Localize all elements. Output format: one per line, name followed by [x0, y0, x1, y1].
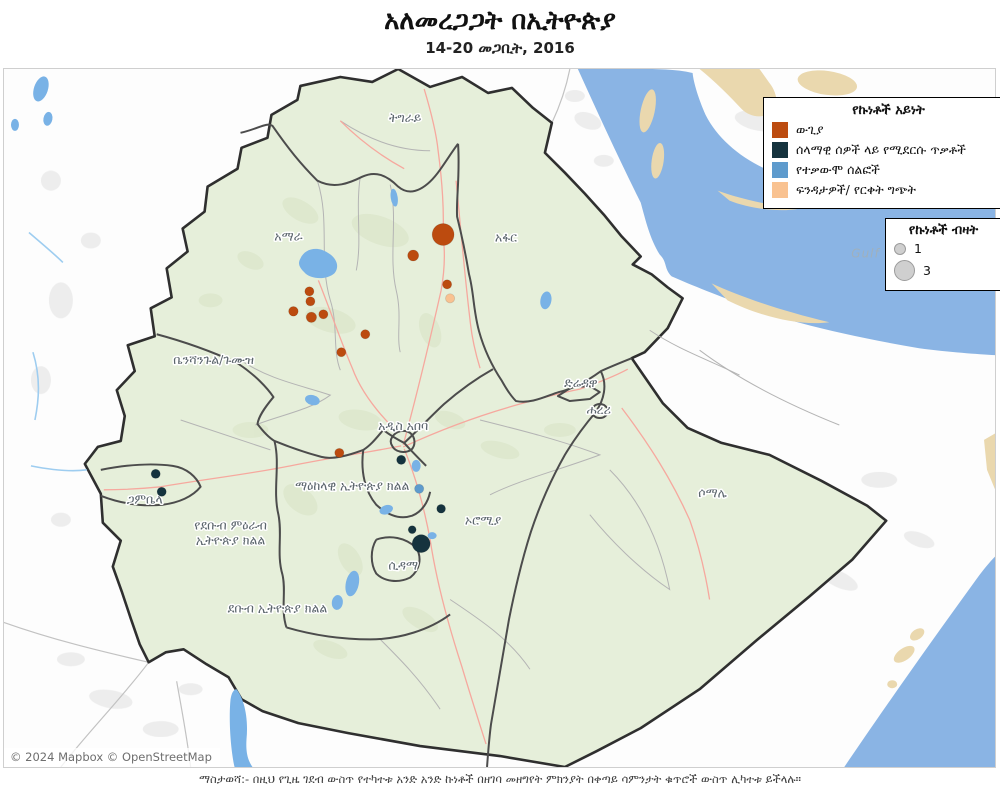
legend-types-title: የኩነቶች አይነት [852, 103, 925, 118]
event-marker-battle[interactable] [334, 447, 345, 458]
region-label: ሲዳማ [388, 558, 418, 573]
legend-type-swatch [772, 122, 788, 138]
legend-type-swatch [772, 142, 788, 158]
event-marker-battle[interactable] [288, 306, 299, 317]
event-marker-civilians[interactable] [407, 525, 417, 535]
event-marker-civilians[interactable] [411, 534, 431, 554]
event-marker-civilians[interactable] [150, 468, 161, 479]
zone-borders [180, 120, 840, 710]
region-label: ሐረሪ [587, 402, 611, 417]
region-label: ኦሮሚያ [465, 513, 501, 528]
event-marker-battle[interactable] [360, 329, 371, 340]
legend-size-label: 3 [923, 262, 931, 278]
legend-type-label: ሰላማዊ ሰዎች ላይ የሚደርሱ ጥቃቶች [796, 141, 966, 157]
legend-type-label: ፍንዳታዎች/ የርቀት ግጭት [796, 181, 916, 197]
sea-indian-ocean [844, 556, 995, 767]
event-marker-civilians[interactable] [396, 454, 407, 465]
desert-patches [639, 69, 995, 689]
legend-size-item[interactable]: 3 [894, 260, 993, 282]
header: አለመረጋጋት በኢትዮጵያ 14-20 መጋቢት, 2016 [0, 0, 1000, 57]
event-marker-protest[interactable] [414, 483, 425, 494]
lakes [10, 76, 552, 767]
legend-type-swatch [772, 182, 788, 198]
events-layer [150, 223, 456, 554]
region-label: ደቡብ ኢትዮጵያ ክልል [228, 600, 328, 615]
event-marker-civilians[interactable] [156, 486, 167, 497]
legend-size-title: የኩነቶች ብዛት [908, 223, 979, 238]
legend-type-label: የተቃውሞ ሰልፎች [796, 161, 880, 177]
region-borders [100, 123, 633, 767]
region-label: የደቡብ ምዕራብ ኢትዮጵያ ክልል [194, 518, 267, 548]
legend-size-label: 1 [914, 241, 922, 256]
event-marker-battle[interactable] [304, 286, 315, 297]
region-label: አፋር [495, 230, 517, 245]
legend-type-item[interactable]: የተቃውሞ ሰልፎች [772, 162, 1000, 178]
region-label: ሶማሌ [698, 485, 727, 500]
legend-type-item[interactable]: ፍንዳታዎች/ የርቀት ግጭት [772, 182, 1000, 198]
legend-type-item[interactable]: ሰላማዊ ሰዎች ላይ የሚደርሱ ጥቃቶች [772, 142, 1000, 158]
page-subtitle: 14-20 መጋቢት, 2016 [425, 39, 575, 57]
legend-types-items: ውጊያ ሰላማዊ ሰዎች ላይ የሚደርሱ ጥቃቶች የተቃውሞ ሰልፎች ፍንዳታዎ… [772, 122, 1000, 198]
hillshade-green [198, 197, 576, 660]
region-label: አዲስ አበባ [378, 418, 428, 433]
legend-size-circle [894, 243, 906, 256]
event-marker-battle[interactable] [305, 311, 317, 323]
legend-size-circle [894, 260, 915, 282]
region-label: ድሬዳዋ [564, 375, 597, 390]
legend-size-item[interactable]: 1 [894, 241, 993, 256]
region-labels-layer: ትግራይ አማራ አፋር ቤንሻንጉል/ጉሙዝ አዲስ አበባ ማዕከላዊ ኢትዮጵያ ክ… [125, 108, 728, 617]
region-label: ማዕከላዊ ኢትዮጵያ ክልል [295, 478, 409, 493]
event-marker-battle[interactable] [407, 249, 420, 262]
event-marker-battle[interactable] [442, 279, 453, 290]
event-marker-battle[interactable] [336, 347, 347, 358]
legend-event-types: የኩነቶች አይነት ውጊያ ሰላማዊ ሰዎች ላይ የሚደርሱ ጥቃቶች የተቃው… [763, 97, 1000, 209]
event-marker-battle[interactable] [305, 296, 316, 307]
region-label: አማራ [274, 229, 302, 244]
event-marker-battle[interactable] [318, 309, 329, 320]
map-attribution[interactable]: © 2024 Mapbox © OpenStreetMap [4, 748, 220, 767]
legend-type-item[interactable]: ውጊያ [772, 122, 1000, 138]
event-marker-explosion[interactable] [445, 293, 456, 304]
ethiopia-polygon [83, 69, 888, 767]
region-label: ጋምቤላ [127, 492, 163, 507]
footnote: ማስታወሻ:- በዚህ የጊዜ ገደብ ውስጥ የተካተቱ አንድ አንድ ኩነ… [198, 772, 802, 786]
event-marker-battle[interactable] [431, 223, 455, 246]
region-label: ቤንሻንጉል/ጉሙዝ [173, 352, 254, 367]
event-marker-civilians[interactable] [436, 503, 446, 514]
legend-type-swatch [772, 162, 788, 178]
page-title: አለመረጋጋት በኢትዮጵያ [384, 6, 616, 36]
rivers [28, 231, 87, 472]
region-label: ትግራይ [389, 110, 421, 125]
legend-type-label: ውጊያ [796, 121, 824, 137]
